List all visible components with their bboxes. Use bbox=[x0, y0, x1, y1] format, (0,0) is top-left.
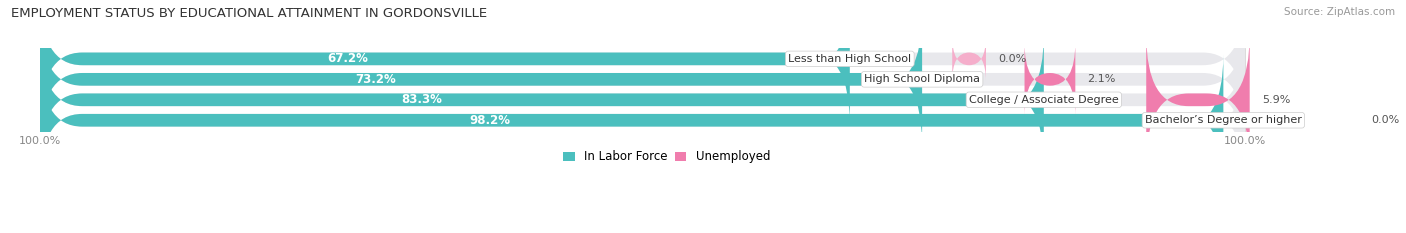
FancyBboxPatch shape bbox=[1326, 98, 1360, 143]
Text: Less than High School: Less than High School bbox=[789, 54, 911, 64]
FancyBboxPatch shape bbox=[39, 0, 849, 124]
Text: 83.3%: 83.3% bbox=[401, 93, 441, 106]
Text: College / Associate Degree: College / Associate Degree bbox=[969, 95, 1119, 105]
FancyBboxPatch shape bbox=[1146, 34, 1250, 165]
Text: 5.9%: 5.9% bbox=[1261, 95, 1291, 105]
FancyBboxPatch shape bbox=[39, 55, 1223, 185]
FancyBboxPatch shape bbox=[1025, 43, 1076, 116]
FancyBboxPatch shape bbox=[952, 37, 986, 81]
FancyBboxPatch shape bbox=[39, 34, 1246, 165]
FancyBboxPatch shape bbox=[39, 55, 1246, 185]
FancyBboxPatch shape bbox=[39, 14, 922, 145]
Text: 67.2%: 67.2% bbox=[328, 52, 368, 65]
FancyBboxPatch shape bbox=[39, 0, 1246, 124]
Legend: In Labor Force, Unemployed: In Labor Force, Unemployed bbox=[562, 150, 770, 163]
Text: EMPLOYMENT STATUS BY EDUCATIONAL ATTAINMENT IN GORDONSVILLE: EMPLOYMENT STATUS BY EDUCATIONAL ATTAINM… bbox=[11, 7, 488, 20]
FancyBboxPatch shape bbox=[39, 34, 1043, 165]
Text: 73.2%: 73.2% bbox=[354, 73, 395, 86]
Text: 98.2%: 98.2% bbox=[470, 114, 510, 127]
FancyBboxPatch shape bbox=[39, 14, 1246, 145]
Text: 0.0%: 0.0% bbox=[1372, 115, 1400, 125]
Text: 2.1%: 2.1% bbox=[1087, 74, 1116, 84]
Text: Bachelor’s Degree or higher: Bachelor’s Degree or higher bbox=[1144, 115, 1302, 125]
Text: Source: ZipAtlas.com: Source: ZipAtlas.com bbox=[1284, 7, 1395, 17]
Text: High School Diploma: High School Diploma bbox=[865, 74, 980, 84]
Text: 0.0%: 0.0% bbox=[998, 54, 1026, 64]
